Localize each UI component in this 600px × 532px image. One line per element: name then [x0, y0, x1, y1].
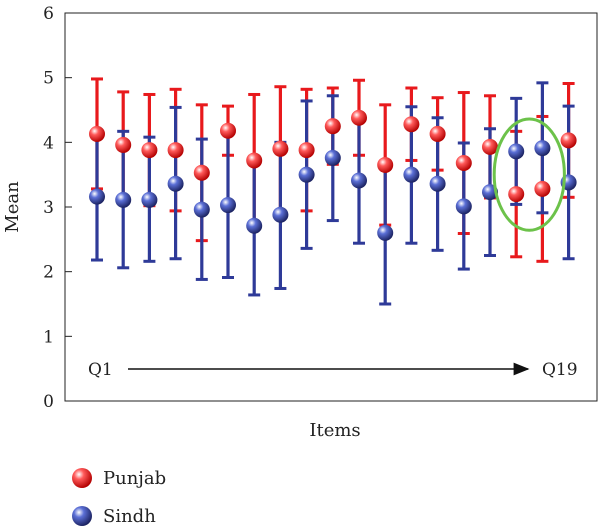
arrow-end-label: Q19	[542, 360, 578, 380]
legend: Punjab Sindh	[72, 468, 166, 527]
legend-label-punjab: Punjab	[103, 468, 166, 489]
series-sindh-errorbars	[91, 81, 575, 306]
data-point	[298, 166, 315, 183]
data-point	[403, 166, 420, 183]
y-tick-label: 4	[43, 133, 54, 153]
series-punjab-points	[89, 109, 577, 203]
y-tick-label: 6	[43, 4, 54, 24]
data-point	[298, 142, 315, 159]
data-point	[167, 142, 184, 159]
data-point	[508, 186, 525, 203]
data-point	[482, 138, 498, 155]
y-tick-label: 1	[43, 327, 54, 347]
legend-marker-sindh	[72, 506, 92, 526]
data-point	[324, 149, 341, 166]
data-point	[246, 152, 263, 169]
data-point	[560, 132, 577, 149]
data-point	[89, 125, 105, 142]
series-sindh-points	[89, 140, 577, 241]
data-point	[429, 175, 446, 192]
data-point	[534, 180, 551, 197]
data-point	[193, 164, 210, 181]
data-point	[377, 156, 394, 173]
data-point	[403, 116, 420, 133]
data-point	[141, 142, 158, 159]
annotations: Q1 Q19	[88, 117, 578, 380]
legend-label-sindh: Sindh	[103, 506, 156, 527]
y-tick-label: 5	[43, 69, 54, 89]
y-axis-title: Mean	[2, 181, 23, 233]
data-point	[220, 122, 236, 139]
data-point	[324, 118, 341, 135]
x-axis-title: Items	[309, 420, 360, 441]
data-point	[272, 140, 289, 157]
y-tick-label: 3	[43, 198, 54, 218]
y-tick-label: 2	[43, 263, 54, 283]
data-point	[246, 217, 263, 234]
data-point	[220, 197, 236, 214]
data-point	[455, 155, 472, 172]
y-tick-label: 0	[43, 392, 54, 412]
data-point	[508, 143, 525, 160]
data-point	[351, 109, 367, 126]
y-axis: 0 1 2 3 4 5 6	[43, 4, 72, 412]
data-point	[377, 224, 394, 241]
data-point	[455, 198, 472, 215]
chart-marks	[89, 77, 577, 306]
data-point	[272, 206, 289, 223]
data-point	[193, 201, 210, 218]
data-point	[167, 175, 184, 192]
highlight-ellipse	[492, 117, 566, 232]
data-point	[351, 172, 367, 189]
data-point	[115, 136, 132, 153]
data-point	[115, 191, 132, 208]
data-point	[429, 125, 446, 142]
arrow-start-label: Q1	[88, 360, 113, 380]
data-point	[534, 140, 551, 157]
legend-marker-punjab	[72, 468, 92, 488]
data-point	[141, 191, 158, 208]
data-point	[89, 188, 105, 205]
